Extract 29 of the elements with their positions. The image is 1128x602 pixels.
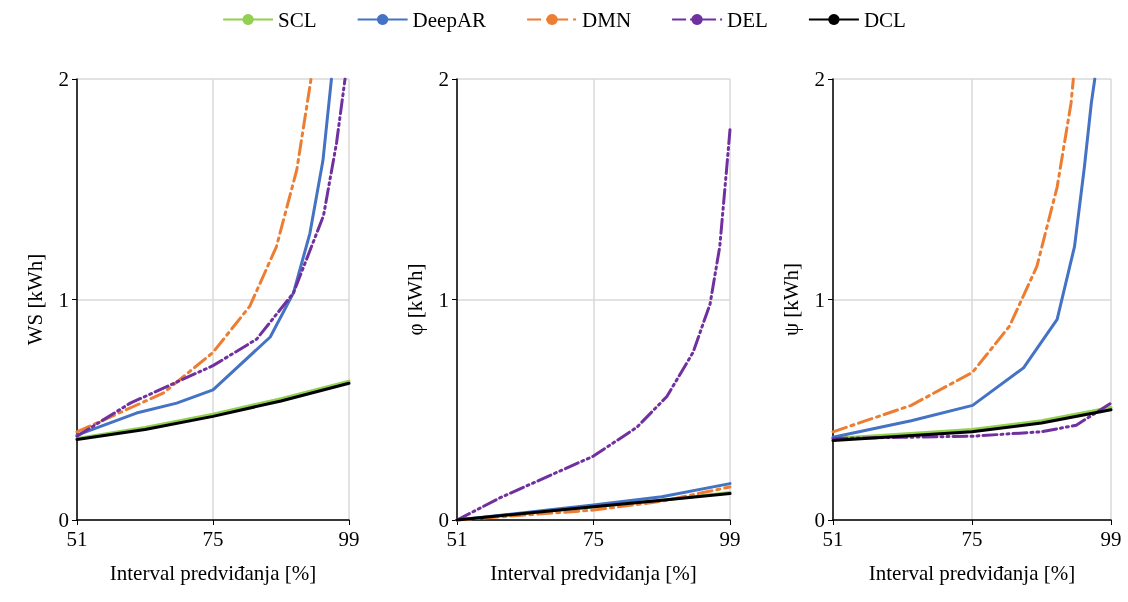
x-axis-title: Interval predviđanja [%]	[109, 560, 317, 585]
x-tick-label: 75	[202, 526, 224, 551]
legend-label: DCL	[863, 7, 906, 32]
x-tick-label: 51	[66, 526, 88, 551]
y-tick-label: 1	[814, 287, 825, 312]
y-tick-label: 0	[814, 508, 825, 532]
x-tick-label: 99	[338, 526, 360, 551]
x-tick-label: 75	[961, 526, 983, 551]
y-tick-label: 1	[438, 287, 449, 312]
y-axis-title: φ [kWh]	[402, 263, 427, 336]
y-tick-label: 2	[814, 67, 825, 91]
y-tick-label: 2	[58, 67, 69, 91]
y-tick-label: 0	[58, 508, 69, 532]
legend-label: DMN	[582, 7, 632, 32]
x-axis-title: Interval predviđanja [%]	[490, 560, 697, 585]
x-axis-title: Interval predviđanja [%]	[868, 560, 1076, 585]
y-tick-label: 1	[58, 287, 69, 312]
x-tick-label: 51	[822, 526, 844, 551]
y-axis-title: WS [kWh]	[22, 253, 47, 346]
x-tick-label: 75	[583, 526, 604, 551]
y-tick-label: 2	[438, 67, 449, 91]
y-axis-title: ψ [kWh]	[778, 262, 803, 337]
x-tick-label: 51	[446, 526, 468, 551]
x-tick-label: 99	[719, 526, 741, 551]
legend-label: DeepAR	[412, 7, 487, 32]
x-tick-label: 99	[1100, 526, 1122, 551]
legend-label: DEL	[727, 7, 768, 32]
y-tick-label: 0	[438, 508, 449, 532]
legend-label: SCL	[278, 7, 317, 32]
